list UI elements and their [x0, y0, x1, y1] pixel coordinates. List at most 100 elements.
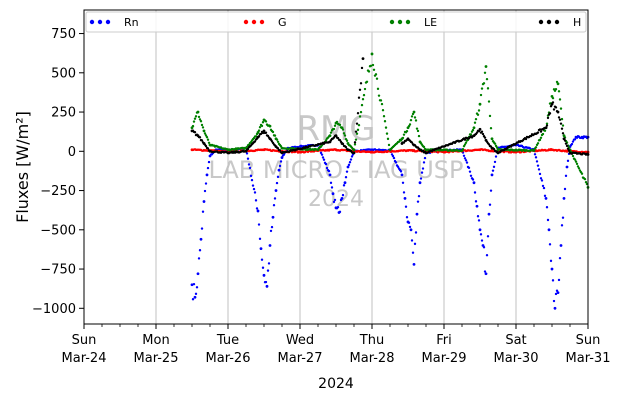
data-point: [258, 237, 262, 241]
data-point: [478, 127, 482, 131]
data-point: [361, 57, 365, 61]
data-point: [207, 141, 211, 144]
data-point: [469, 133, 473, 136]
data-point: [544, 126, 548, 130]
data-point: [196, 272, 200, 276]
data-point: [551, 101, 555, 104]
data-point: [576, 165, 580, 168]
data-point: [540, 179, 544, 182]
data-point: [343, 181, 347, 185]
data-point: [270, 225, 274, 229]
data-point: [414, 119, 418, 122]
data-point: [410, 239, 414, 242]
legend-marker: [546, 19, 552, 25]
data-point: [383, 120, 387, 123]
data-point: [353, 143, 357, 146]
watermark-line: LAB MICRO - IAG USP: [208, 156, 463, 184]
data-point: [360, 103, 364, 107]
data-point: [321, 156, 325, 159]
data-point: [561, 132, 565, 135]
legend-label: G: [278, 16, 287, 29]
data-point: [546, 218, 550, 222]
data-point: [193, 131, 197, 134]
legend-marker: [243, 19, 249, 25]
data-point: [387, 143, 391, 147]
data-point: [381, 109, 385, 112]
data-point: [394, 161, 398, 164]
legend-marker: [105, 19, 111, 25]
data-point: [262, 273, 266, 277]
data-point: [483, 270, 487, 273]
data-point: [535, 160, 539, 163]
data-point: [200, 139, 204, 142]
data-point: [556, 110, 560, 114]
data-point: [273, 197, 277, 200]
data-point: [355, 122, 359, 125]
data-point: [492, 147, 496, 151]
data-point: [548, 243, 552, 246]
data-point: [248, 166, 252, 170]
data-point: [278, 149, 282, 152]
data-point: [204, 182, 208, 185]
data-point: [536, 131, 540, 134]
data-point: [276, 140, 280, 143]
data-point: [258, 126, 262, 129]
data-point: [277, 168, 281, 172]
data-point: [206, 166, 210, 170]
data-point: [198, 249, 202, 252]
data-point: [465, 161, 469, 164]
x-tick-day: Tue: [216, 333, 239, 348]
data-point: [488, 114, 492, 118]
data-point: [573, 158, 577, 161]
data-point: [472, 181, 476, 185]
data-point: [195, 286, 199, 289]
data-point: [271, 130, 275, 134]
data-point: [268, 244, 272, 247]
data-point: [546, 116, 550, 120]
data-point: [494, 155, 498, 158]
data-point: [411, 251, 415, 254]
data-point: [350, 155, 354, 158]
data-point: [260, 124, 264, 128]
data-point: [334, 134, 338, 138]
data-point: [247, 163, 251, 166]
data-point: [474, 200, 478, 203]
legend-marker: [89, 19, 95, 25]
data-point: [257, 129, 261, 132]
data-point: [371, 63, 375, 67]
legend-marker: [554, 19, 560, 25]
data-point: [203, 132, 207, 135]
data-point: [478, 228, 482, 232]
data-point: [493, 160, 497, 164]
data-point: [421, 167, 425, 170]
data-point: [332, 127, 336, 131]
y-tick-label: 0: [68, 145, 76, 160]
legend-entry-LE: LE: [389, 16, 437, 29]
data-point: [554, 106, 558, 109]
data-point: [261, 121, 265, 124]
legend-marker: [397, 19, 403, 25]
data-point: [557, 278, 561, 282]
data-point: [560, 117, 564, 121]
data-point: [259, 247, 263, 251]
data-point: [552, 108, 556, 111]
data-point: [562, 134, 566, 138]
data-point: [532, 149, 536, 152]
data-point: [254, 199, 258, 202]
data-point: [274, 189, 278, 192]
data-point: [563, 187, 567, 191]
data-point: [545, 122, 549, 125]
data-point: [468, 170, 472, 173]
data-point: [482, 82, 486, 85]
data-point: [575, 162, 579, 166]
data-point: [320, 153, 324, 156]
data-point: [493, 142, 497, 145]
data-point: [485, 77, 489, 81]
data-point: [399, 170, 403, 173]
data-point: [357, 123, 361, 127]
data-point: [412, 262, 416, 266]
data-point: [192, 282, 196, 286]
data-point: [333, 124, 337, 127]
data-point: [416, 129, 420, 133]
